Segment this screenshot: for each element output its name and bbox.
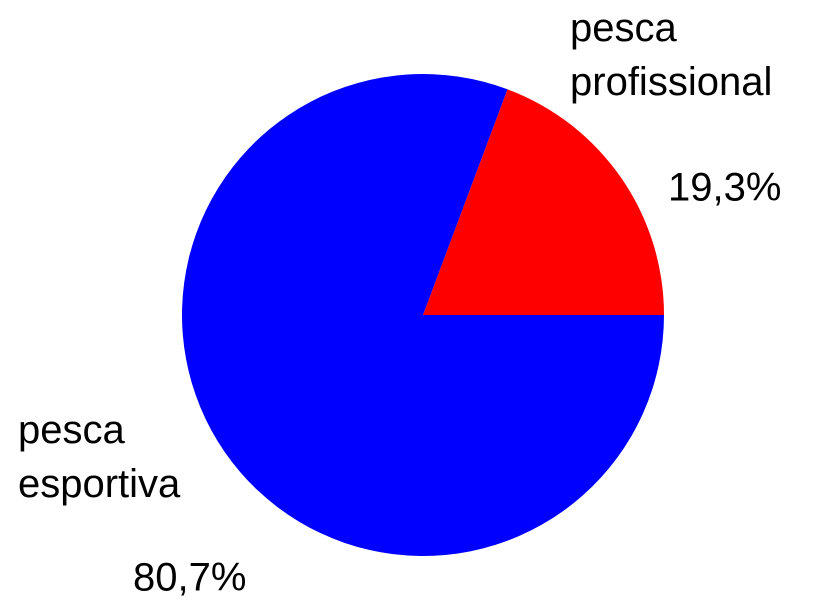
slice-label-line: pesca: [18, 408, 125, 452]
value-label: 80,7%: [133, 556, 246, 600]
pie-slice: [423, 89, 664, 316]
slice-label: pesca profissional: [570, 6, 772, 104]
slice-label-line: profissional: [570, 60, 772, 104]
slice-label-line: esportiva: [18, 462, 181, 506]
value-label: 19,3%: [668, 166, 781, 210]
slice-label: pesca esportiva: [18, 408, 181, 506]
pie-slice: [182, 74, 664, 557]
slice-label-line: pesca: [570, 6, 677, 50]
